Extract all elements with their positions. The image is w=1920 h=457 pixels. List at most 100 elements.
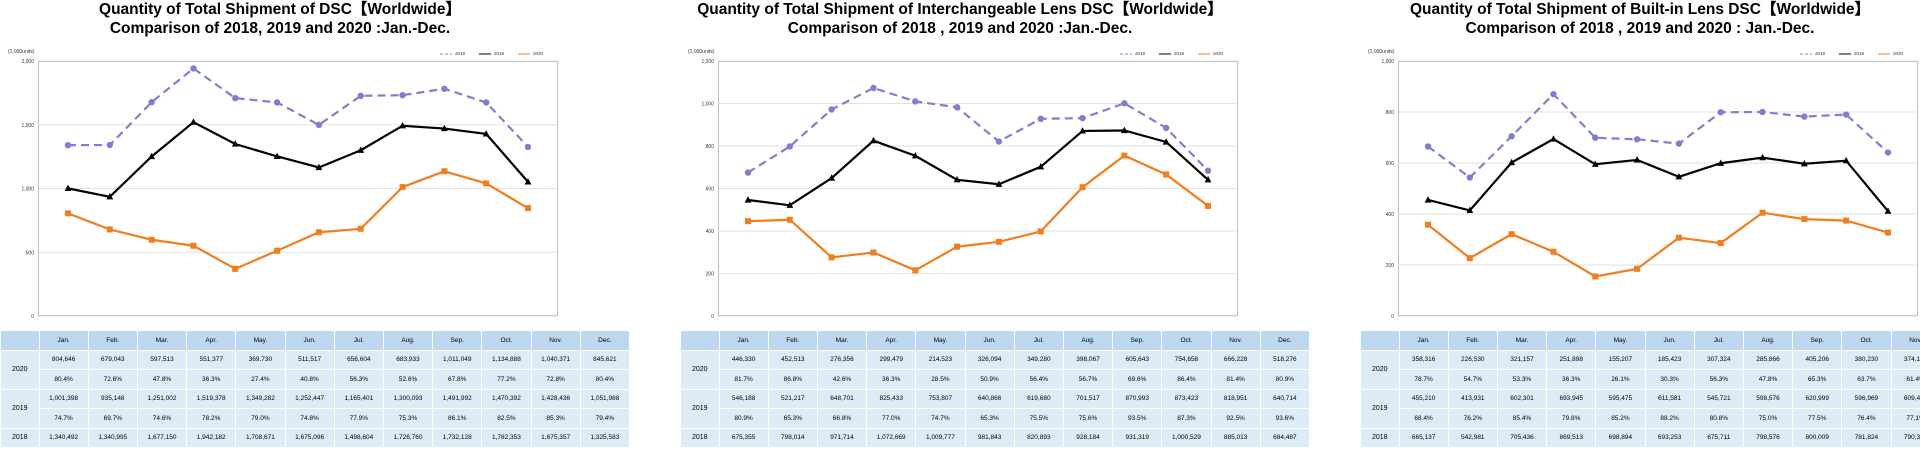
value-cell: 398,067 (1062, 349, 1114, 370)
data-point-2020 (1801, 216, 1808, 223)
month-header-cell: Dec. (1259, 330, 1311, 351)
value-cell: 307,324 (1693, 349, 1744, 370)
month-header-cell: Jan. (718, 330, 769, 351)
data-point-2019 (106, 192, 114, 200)
data-point-2019 (273, 152, 281, 159)
data-point-2018 (1592, 134, 1599, 141)
data-point-2019 (231, 140, 239, 147)
data-point-2018 (1037, 115, 1044, 123)
data-point-2020 (399, 184, 406, 191)
data-point-2018 (524, 143, 532, 151)
value-cell: 1,340,492 (38, 427, 89, 448)
data-point-2020 (1466, 255, 1473, 262)
value-cell: 321,157 (1496, 349, 1548, 370)
data-point-2020 (870, 249, 877, 256)
data-point-2020 (828, 254, 835, 261)
month-header-cell: Aug. (382, 330, 434, 351)
data-point-2018 (870, 84, 877, 92)
percent-cell: 80.9% (718, 408, 769, 429)
percent-cell: 79.4% (579, 408, 631, 429)
data-point-2020 (954, 243, 961, 250)
y-tick-label: 200 (706, 272, 715, 278)
data-point-2020 (1592, 273, 1599, 280)
percent-cell: 80.4% (579, 369, 631, 390)
month-header-cell: Jul. (1693, 330, 1744, 351)
data-point-2018 (273, 99, 281, 106)
percent-cell: 65.3% (767, 408, 818, 429)
data-point-2020 (232, 265, 239, 272)
series-line-2018 (747, 86, 1209, 174)
data-point-2020 (745, 218, 751, 225)
data-point-2018 (1204, 167, 1212, 174)
percent-cell: 75.0% (1742, 408, 1794, 429)
year-label-cell: 2020 (680, 349, 720, 390)
data-point-2018 (1508, 133, 1515, 140)
data-point-2019 (1037, 163, 1045, 170)
table-header-row: Jan. Feb. Mar. Apr. May. Jun. Jul. Aug. Sep. Oct.… (680, 330, 1311, 351)
chart-title: Quantity of Total Shipment of Built-in L… (1409, 1, 1871, 37)
table-header-row: Jan. Feb. Mar. Apr. May. Jun. Jul. Aug. Sep. Oct.… (0, 330, 631, 351)
y-tick-label: 800 (706, 144, 715, 150)
data-point-2018 (1424, 143, 1432, 150)
data-point-2019 (1800, 159, 1808, 167)
data-point-2020 (1037, 228, 1044, 235)
percent-cell: 79.0% (235, 408, 286, 429)
data-point-2020 (1885, 229, 1891, 236)
value-cell: 285,866 (1742, 349, 1794, 370)
percent-cell: 92.5% (1210, 408, 1261, 429)
y-tick-label: 0 (1391, 314, 1394, 320)
data-point-2020 (1550, 248, 1557, 255)
data-point-2019 (744, 196, 752, 203)
data-point-2018 (1801, 113, 1808, 120)
value-cell: 698,894 (1595, 427, 1646, 448)
data-point-2020 (65, 210, 71, 217)
data-point-2019 (1550, 135, 1557, 142)
value-cell: 845,621 (579, 349, 631, 370)
value-cell: 648,701 (816, 388, 868, 409)
value-cell: 446,330 (718, 349, 769, 370)
table-row: 68.4% 76.2% 85.4% 79.8% 85.2% 88.2% 80.8% 75.0%… (1361, 408, 1920, 429)
percent-cell: 86.1% (432, 408, 483, 429)
series-line-2019 (67, 120, 529, 198)
value-cell: 1,782,353 (481, 427, 532, 448)
value-cell: 546,188 (718, 388, 769, 409)
value-cell: 374,143 (1890, 349, 1920, 370)
year-label-cell: 2019 (680, 388, 720, 429)
percent-cell: 72.8% (530, 369, 581, 390)
month-header-cell: May. (235, 330, 286, 351)
value-cell: 251,898 (1546, 349, 1597, 370)
year-label-cell: 2018 (680, 427, 720, 448)
value-cell: 620,999 (1792, 388, 1843, 409)
value-cell: 705,436 (1496, 427, 1548, 448)
data-point-2018 (1162, 124, 1170, 132)
legend-2018: 2018 (440, 51, 466, 56)
percent-cell: 36.3% (866, 369, 917, 390)
value-cell: 299,479 (866, 349, 917, 370)
percent-cell: 47.8% (1742, 369, 1794, 390)
data-point-2019 (995, 180, 1003, 187)
legend: 2018 2019 2020 (1120, 51, 1223, 56)
series-line-2020 (67, 170, 529, 271)
legend-2020: 2020 (518, 51, 544, 56)
table-row: 2019 455,210 413,931 602,301 693,945 595,475 6… (1360, 388, 1920, 429)
legend: 2018 2019 2020 (1800, 51, 1903, 56)
percent-cell: 65.3% (964, 408, 1015, 429)
value-cell: 1,349,282 (235, 388, 286, 409)
table-corner-cell (680, 330, 720, 351)
month-header-cell: Apr. (186, 330, 237, 351)
data-point-2019 (1120, 126, 1128, 134)
value-cell: 753,807 (915, 388, 966, 409)
table-row: 2018 675,355 798,014 971,714 1,072,669 1,009,… (680, 427, 1311, 448)
value-cell: 369,730 (235, 349, 286, 370)
series-line-2020 (747, 154, 1209, 272)
data-point-2019 (148, 152, 156, 160)
value-cell: 597,513 (136, 349, 188, 370)
value-cell: 609,485 (1890, 388, 1920, 409)
chart-svg-0: 0 500 1,000 1,500 2,000 (21, 59, 558, 320)
percent-cell: 36.3% (186, 369, 237, 390)
value-cell: 185,423 (1644, 349, 1695, 370)
value-cell: 1,072,669 (866, 427, 917, 448)
data-table-total: Jan. Feb. Mar. Apr. May. Jun. Jul. Aug. Sep. Oct.… (0, 330, 631, 448)
data-point-2018 (1842, 111, 1850, 118)
percent-cell: 80.8% (1693, 408, 1744, 429)
